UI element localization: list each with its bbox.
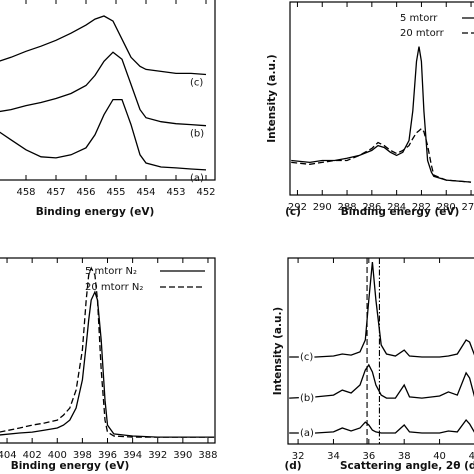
legend-label: 5 mtorr (400, 13, 438, 24)
x-tick-label: 288 (337, 202, 356, 213)
legend-label: 5 mtorr N₂ (85, 266, 137, 277)
x-tick-label: 457 (46, 187, 65, 198)
y-axis-label: Intensity (a.u.) (266, 54, 278, 143)
x-tick-label: 394 (123, 450, 142, 461)
x-axis-label: Scattering angle, 2θ (deg) (340, 460, 474, 472)
data-line (291, 127, 472, 183)
x-tick-label: 292 (288, 202, 307, 213)
plot-frame (0, 257, 216, 444)
x-tick-label: 40 (433, 451, 446, 462)
curve-label: (a) (300, 428, 314, 439)
x-tick-label: 38 (398, 451, 411, 462)
x-tick-label: 282 (412, 202, 431, 213)
x-tick-label: 396 (98, 450, 117, 461)
x-tick-label: 290 (313, 202, 332, 213)
x-tick-label: 398 (73, 450, 92, 461)
panel-label: (c) (285, 206, 301, 218)
curve-label: (c) (300, 352, 313, 363)
x-tick-label: 404 (0, 450, 17, 461)
legend-label: 20 mtorr N₂ (85, 282, 143, 293)
x-tick-label: 286 (362, 202, 381, 213)
x-axis-label: Binding energy (eV) (341, 206, 460, 218)
curve-label: (b) (300, 393, 314, 404)
x-tick-label: 402 (23, 450, 42, 461)
plot-frame (287, 257, 474, 445)
x-axis-label: Binding energy (eV) (36, 206, 155, 218)
x-tick-label: 284 (387, 202, 406, 213)
data-line (289, 262, 474, 358)
data-line (0, 266, 215, 438)
data-line (289, 418, 474, 434)
x-tick-label: 456 (76, 187, 95, 198)
x-tick-label: 392 (148, 450, 167, 461)
curve-label: (c) (190, 77, 203, 88)
x-axis-label: Binding energy (eV) (11, 460, 130, 472)
x-tick-label: 458 (16, 187, 35, 198)
data-line (0, 98, 207, 171)
plot-frame (289, 1, 474, 196)
panel-label: (d) (284, 460, 301, 472)
x-tick-label: 36 (362, 451, 375, 462)
curve-label: (b) (190, 129, 204, 140)
x-tick-label: 388 (198, 450, 217, 461)
data-line (289, 363, 474, 399)
y-axis-label: Intensity (a.u.) (272, 307, 284, 396)
x-tick-label: 400 (48, 450, 67, 461)
data-line (0, 15, 207, 76)
x-tick-label: 452 (196, 187, 215, 198)
data-line (291, 46, 472, 183)
x-tick-label: 454 (136, 187, 155, 198)
x-tick-label: 453 (166, 187, 185, 198)
x-tick-label: 278 (461, 202, 474, 213)
x-tick-label: 42 (469, 451, 474, 462)
data-line (0, 290, 215, 438)
x-tick-label: 34 (327, 451, 340, 462)
legend-label: 20 mtorr (400, 28, 445, 39)
data-line (0, 51, 207, 127)
x-tick-label: 455 (106, 187, 125, 198)
plot-frame (0, 0, 216, 181)
x-tick-label: 32 (292, 451, 305, 462)
curve-label: (a) (190, 173, 204, 184)
x-tick-label: 390 (173, 450, 192, 461)
x-tick-label: 280 (437, 202, 456, 213)
